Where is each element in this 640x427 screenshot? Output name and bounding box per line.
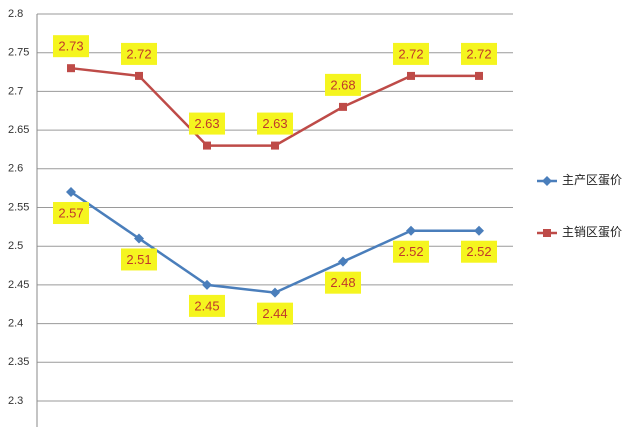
marker	[202, 279, 212, 290]
data-label: 2.52	[466, 244, 491, 259]
marker	[474, 225, 484, 236]
label-box	[257, 112, 293, 135]
label-box	[393, 42, 429, 65]
marker	[339, 102, 347, 111]
marker	[203, 141, 211, 150]
y-tick-label: 2.45	[8, 279, 29, 291]
label-box	[461, 240, 497, 263]
marker	[475, 71, 483, 80]
data-label: 2.51	[126, 252, 151, 267]
marker	[135, 71, 143, 80]
marker	[271, 141, 279, 150]
y-tick-label: 2.3	[8, 395, 23, 407]
marker	[407, 71, 415, 80]
y-tick-label: 2.4	[8, 318, 23, 330]
label-box	[121, 42, 157, 65]
legend-label: 主销区蛋价	[562, 225, 622, 239]
label-box	[393, 240, 429, 263]
label-box	[189, 294, 225, 317]
marker	[542, 176, 552, 186]
label-box	[325, 73, 361, 96]
marker	[338, 256, 348, 267]
label-box	[121, 248, 157, 271]
legend-label: 主产区蛋价	[562, 173, 622, 187]
marker	[543, 229, 551, 237]
data-label: 2.63	[194, 116, 219, 131]
marker	[134, 233, 144, 244]
marker	[270, 287, 280, 298]
label-box	[189, 112, 225, 135]
data-label: 2.72	[126, 46, 151, 61]
y-tick-label: 2.6	[8, 163, 23, 175]
y-tick-label: 2.8	[8, 8, 23, 20]
data-label: 2.73	[58, 39, 83, 54]
y-tick-label: 2.55	[8, 201, 29, 213]
data-label: 2.63	[262, 116, 287, 131]
data-label: 2.45	[194, 298, 219, 313]
data-label: 2.72	[466, 46, 491, 61]
label-box	[53, 202, 89, 225]
label-box	[461, 42, 497, 65]
label-box	[53, 35, 89, 58]
label-box	[325, 271, 361, 294]
marker	[66, 187, 76, 198]
y-tick-label: 2.7	[8, 85, 23, 97]
label-box	[257, 302, 293, 325]
marker	[67, 64, 75, 73]
data-label: 2.48	[330, 275, 355, 290]
y-tick-label: 2.75	[8, 47, 29, 59]
data-label: 2.68	[330, 77, 355, 92]
data-label: 2.44	[262, 306, 287, 321]
y-tick-label: 2.65	[8, 124, 29, 136]
y-tick-label: 2.5	[8, 240, 23, 252]
data-label: 2.52	[398, 244, 423, 259]
marker	[406, 225, 416, 236]
y-tick-label: 2.35	[8, 356, 29, 368]
data-label: 2.72	[398, 46, 423, 61]
data-label: 2.57	[58, 205, 83, 220]
